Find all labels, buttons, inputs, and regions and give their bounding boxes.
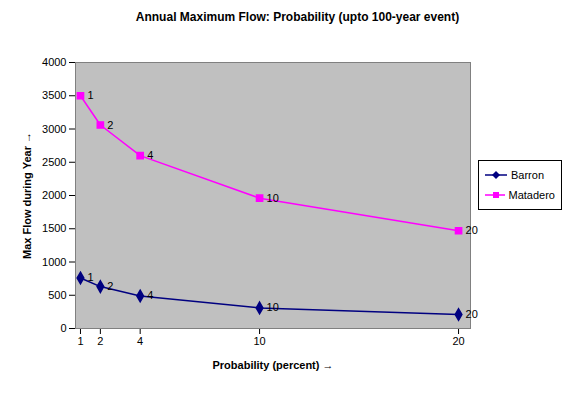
- svg-text:3500: 3500: [42, 89, 66, 101]
- svg-text:10: 10: [253, 335, 265, 347]
- svg-text:2: 2: [107, 280, 113, 292]
- svg-text:20: 20: [452, 335, 464, 347]
- html-text:Annual Maximum Flow: Probabili: Annual Maximum Flow: Probability (upto 1…: [135, 10, 460, 24]
- svg-text:1: 1: [77, 335, 83, 347]
- svg-text:3000: 3000: [42, 123, 66, 135]
- svg-text:2: 2: [97, 335, 103, 347]
- svg-text:1: 1: [87, 271, 93, 283]
- html-text:Barron: Barron: [511, 169, 544, 181]
- svg-text:Probability (percent) →: Probability (percent) →: [212, 359, 333, 371]
- svg-text:2000: 2000: [42, 189, 66, 201]
- svg-text:10: 10: [267, 301, 279, 313]
- svg-text:4000: 4000: [42, 56, 66, 68]
- svg-text:4: 4: [147, 289, 153, 301]
- svg-text:20: 20: [466, 308, 478, 320]
- svg-text:4: 4: [137, 335, 143, 347]
- svg-text:1000: 1000: [42, 256, 66, 268]
- svg-text:4: 4: [147, 149, 153, 161]
- svg-text:0: 0: [60, 322, 66, 334]
- svg-text:1500: 1500: [42, 222, 66, 234]
- svg-text:2: 2: [107, 119, 113, 131]
- svg-text:500: 500: [48, 289, 66, 301]
- svg-text:Max Flow during Year →: Max Flow during Year →: [21, 132, 33, 259]
- svg-text:10: 10: [267, 192, 279, 204]
- html-text:Matadero: Matadero: [508, 189, 555, 201]
- svg-text:2500: 2500: [42, 156, 66, 168]
- svg-text:1: 1: [87, 89, 93, 101]
- svg-text:20: 20: [466, 224, 478, 236]
